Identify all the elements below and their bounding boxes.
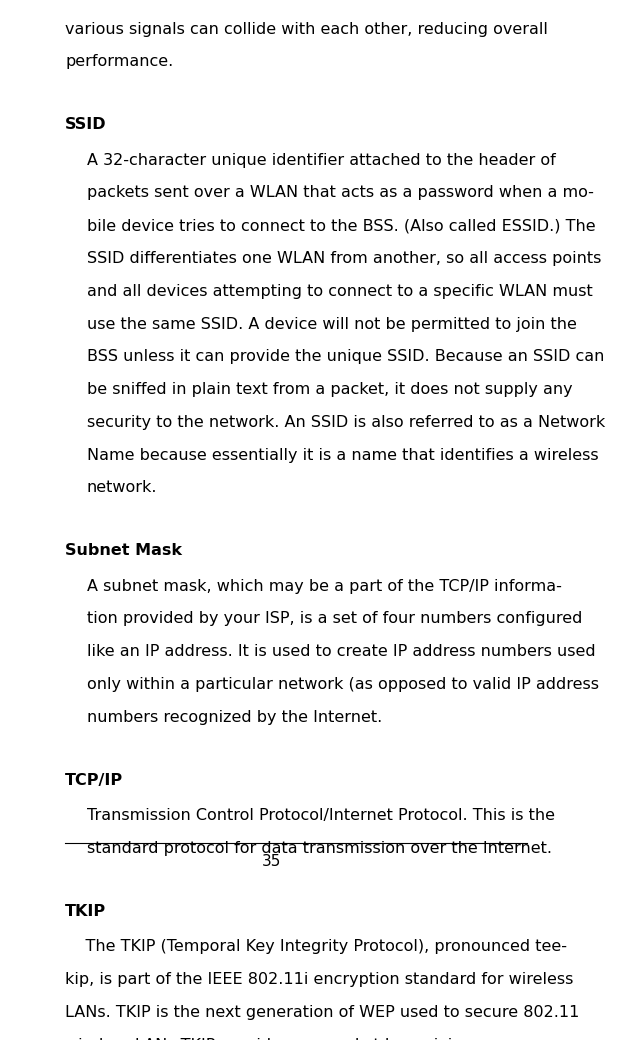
Text: tion provided by your ISP, is a set of four numbers configured: tion provided by your ISP, is a set of f…	[87, 612, 583, 626]
Text: security to the network. An SSID is also referred to as a Network: security to the network. An SSID is also…	[87, 415, 605, 430]
Text: network.: network.	[87, 480, 158, 495]
Text: Name because essentially it is a name that identifies a wireless: Name because essentially it is a name th…	[87, 447, 599, 463]
Text: numbers recognized by the Internet.: numbers recognized by the Internet.	[87, 709, 382, 725]
Text: SSID: SSID	[65, 118, 107, 132]
Text: like an IP address. It is used to create IP address numbers used: like an IP address. It is used to create…	[87, 644, 595, 659]
Text: TCP/IP: TCP/IP	[65, 773, 123, 787]
Text: various signals can collide with each other, reducing overall: various signals can collide with each ot…	[65, 22, 548, 36]
Text: SSID differentiates one WLAN from another, so all access points: SSID differentiates one WLAN from anothe…	[87, 251, 601, 266]
Text: performance.: performance.	[65, 54, 174, 70]
Text: Subnet Mask: Subnet Mask	[65, 543, 182, 558]
Text: be sniffed in plain text from a packet, it does not supply any: be sniffed in plain text from a packet, …	[87, 382, 572, 397]
Text: BSS unless it can provide the unique SSID. Because an SSID can: BSS unless it can provide the unique SSI…	[87, 349, 604, 364]
Text: only within a particular network (as opposed to valid IP address: only within a particular network (as opp…	[87, 677, 599, 692]
Text: TKIP: TKIP	[65, 904, 106, 918]
Text: standard protocol for data transmission over the Internet.: standard protocol for data transmission …	[87, 841, 552, 856]
Text: Transmission Control Protocol/Internet Protocol. This is the: Transmission Control Protocol/Internet P…	[87, 808, 555, 823]
Text: wireless LANs.TKIP provides per-packet key mixing, a message: wireless LANs.TKIP provides per-packet k…	[65, 1038, 570, 1040]
Text: and all devices attempting to connect to a specific WLAN must: and all devices attempting to connect to…	[87, 284, 593, 298]
Text: A subnet mask, which may be a part of the TCP/IP informa-: A subnet mask, which may be a part of th…	[87, 578, 562, 594]
Text: use the same SSID. A device will not be permitted to join the: use the same SSID. A device will not be …	[87, 316, 577, 332]
Text: bile device tries to connect to the BSS. (Also called ESSID.) The: bile device tries to connect to the BSS.…	[87, 218, 595, 233]
Text: The TKIP (Temporal Key Integrity Protocol), pronounced tee-: The TKIP (Temporal Key Integrity Protoco…	[65, 939, 567, 954]
Text: LANs. TKIP is the next generation of WEP used to secure 802.11: LANs. TKIP is the next generation of WEP…	[65, 1005, 579, 1020]
Text: A 32-character unique identifier attached to the header of: A 32-character unique identifier attache…	[87, 153, 556, 167]
Text: 35: 35	[262, 854, 282, 868]
Text: kip, is part of the IEEE 802.11i encryption standard for wireless: kip, is part of the IEEE 802.11i encrypt…	[65, 972, 574, 987]
Text: packets sent over a WLAN that acts as a password when a mo-: packets sent over a WLAN that acts as a …	[87, 185, 593, 201]
